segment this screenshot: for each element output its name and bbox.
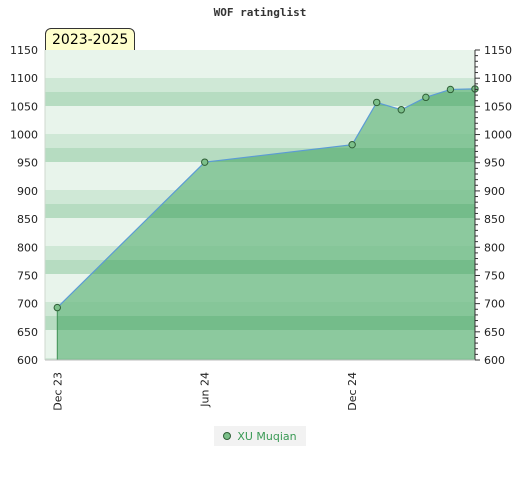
legend-series-label: XU Muqian: [237, 429, 297, 443]
series-area: [57, 88, 476, 361]
y-tick-label-left: 850: [17, 213, 38, 226]
data-point[interactable]: [373, 98, 381, 107]
y-tick-label-left: 1050: [10, 100, 38, 113]
y-tick-label-right: 1100: [484, 72, 512, 85]
area-band: [57, 204, 475, 218]
y-tick-label-left: 600: [17, 354, 38, 367]
y-tick-label-left: 800: [17, 241, 38, 254]
area-band: [57, 260, 475, 274]
y-tick-label-left: 950: [17, 157, 38, 170]
x-tick-label: Jun 24: [199, 372, 212, 408]
legend-marker: [223, 432, 232, 440]
chart-title: WOF ratinglist: [213, 6, 307, 19]
data-point[interactable]: [348, 140, 356, 149]
y-tick-label-left: 900: [17, 185, 38, 198]
area-band: [57, 316, 475, 330]
data-point[interactable]: [397, 106, 405, 114]
y-tick-label-right: 600: [484, 354, 505, 367]
x-tick-label: Dec 24: [346, 372, 359, 411]
series-line: [56, 88, 476, 309]
y-tick-label-right: 950: [484, 157, 505, 170]
y-tick-label-left: 1150: [10, 44, 38, 57]
legend[interactable]: XU Muqian: [214, 426, 306, 446]
y-tick-label-left: 700: [17, 298, 38, 311]
background-band: [45, 64, 475, 78]
data-point[interactable]: [422, 93, 430, 102]
y-tick-label-right: 1050: [484, 100, 512, 113]
x-tick-label: Dec 23: [51, 372, 64, 411]
y-tick-label-left: 750: [17, 269, 38, 282]
data-point[interactable]: [53, 303, 61, 312]
y-tick-label-right: 750: [484, 269, 505, 282]
y-tick-label-right: 1000: [484, 129, 512, 142]
y-tick-label-right: 1150: [484, 44, 512, 57]
y-tick-label-left: 1100: [10, 72, 38, 85]
y-tick-label-left: 1000: [10, 129, 38, 142]
data-point[interactable]: [201, 158, 209, 166]
data-point[interactable]: [446, 85, 455, 94]
y-tick-label-right: 850: [484, 213, 505, 226]
background-band: [45, 78, 475, 92]
background-band: [45, 50, 475, 64]
background-band: [45, 92, 475, 106]
y-tick-label-left: 650: [17, 326, 38, 339]
y-tick-label-right: 650: [484, 326, 505, 339]
y-tick-label-right: 700: [484, 298, 505, 311]
y-tick-label-right: 800: [484, 241, 505, 254]
y-tick-label-right: 900: [484, 185, 505, 198]
background-band: [45, 106, 475, 120]
